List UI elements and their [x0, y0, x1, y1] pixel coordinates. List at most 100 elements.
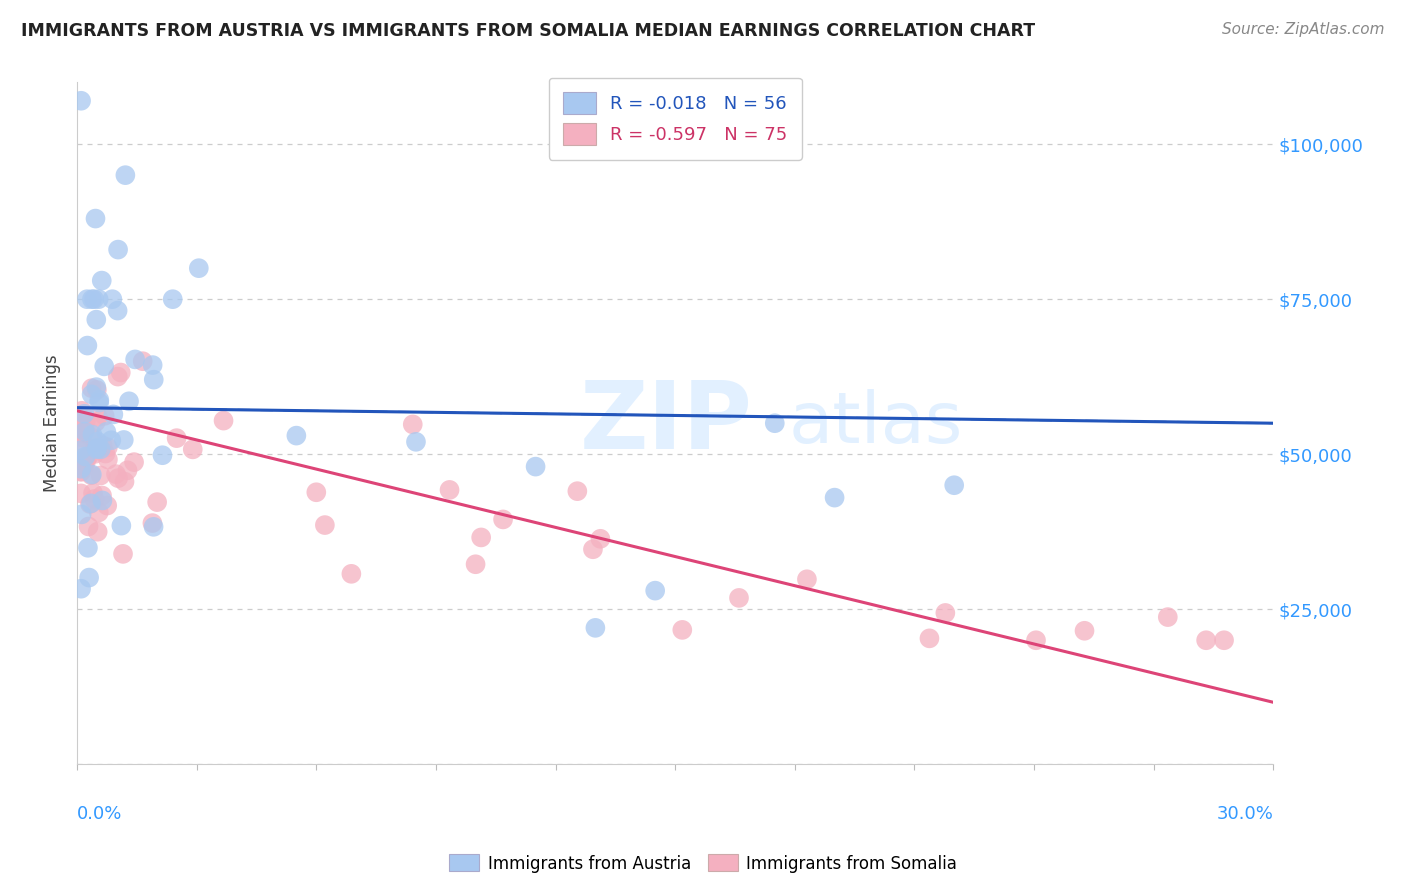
Point [84, 415, 107, 429]
Point [162, 292, 184, 306]
Text: atlas: atlas [789, 389, 963, 458]
Point [97, 440, 120, 454]
Point [75, 455, 97, 469]
Point [122, 455, 145, 469]
Point [166, 431, 188, 445]
Point [212, 414, 235, 428]
Point [464, 558, 486, 572]
Point [70, 404, 93, 418]
Point [112, 433, 135, 447]
Point [728, 591, 751, 605]
Point [644, 583, 666, 598]
Point [84, 442, 107, 456]
Point [76, 450, 98, 465]
Point [152, 448, 174, 462]
Point [1157, 610, 1180, 624]
Legend: R = -0.018   N = 56, R = -0.597   N = 75: R = -0.018 N = 56, R = -0.597 N = 75 [548, 78, 801, 160]
Point [75, 415, 97, 429]
Text: Source: ZipAtlas.com: Source: ZipAtlas.com [1222, 22, 1385, 37]
Point [70, 462, 93, 476]
Point [824, 491, 846, 505]
Point [80, 292, 103, 306]
Point [87, 409, 110, 424]
Point [141, 516, 163, 530]
Y-axis label: Median Earnings: Median Earnings [44, 354, 60, 492]
Point [70, 413, 93, 427]
Point [70, 430, 93, 444]
Point [142, 520, 165, 534]
Point [79, 497, 101, 511]
Point [86, 383, 108, 397]
Point [796, 572, 818, 586]
Point [117, 463, 139, 477]
Point [96, 425, 118, 439]
Point [79, 448, 101, 462]
Point [340, 566, 363, 581]
Point [72, 426, 94, 441]
Point [101, 292, 124, 306]
Point [80, 468, 103, 483]
Point [439, 483, 461, 497]
Point [131, 354, 153, 368]
Point [70, 94, 93, 108]
Point [75, 450, 97, 464]
Point [1073, 624, 1095, 638]
Point [76, 338, 98, 352]
Point [110, 518, 132, 533]
Point [70, 582, 93, 596]
Point [112, 547, 135, 561]
Point [70, 461, 93, 475]
Point [70, 454, 93, 468]
Text: IMMIGRANTS FROM AUSTRIA VS IMMIGRANTS FROM SOMALIA MEDIAN EARNINGS CORRELATION C: IMMIGRANTS FROM AUSTRIA VS IMMIGRANTS FR… [21, 22, 1035, 40]
Point [86, 380, 108, 394]
Point [114, 475, 136, 489]
Point [943, 478, 966, 492]
Point [142, 358, 165, 372]
Point [90, 468, 112, 483]
Point [70, 417, 93, 432]
Point [118, 394, 141, 409]
Point [103, 408, 125, 422]
Point [107, 471, 129, 485]
Point [84, 447, 107, 461]
Point [187, 261, 209, 276]
Point [77, 570, 100, 584]
Point [104, 467, 127, 482]
Point [82, 486, 104, 500]
Point [763, 416, 786, 430]
Point [70, 486, 93, 500]
Point [90, 274, 112, 288]
Point [1025, 633, 1047, 648]
Point [93, 359, 115, 374]
Point [181, 442, 204, 457]
Point [107, 369, 129, 384]
Point [77, 519, 100, 533]
Point [90, 442, 112, 457]
Point [70, 443, 93, 458]
Point [86, 441, 108, 455]
Point [89, 395, 111, 409]
Point [107, 303, 129, 318]
Legend: Immigrants from Austria, Immigrants from Somalia: Immigrants from Austria, Immigrants from… [443, 847, 963, 880]
Point [87, 292, 110, 306]
Point [87, 434, 110, 449]
Point [83, 491, 105, 506]
Point [80, 467, 103, 482]
Point [1213, 633, 1236, 648]
Point [110, 366, 132, 380]
Point [146, 495, 169, 509]
Point [86, 442, 108, 457]
Point [314, 518, 336, 533]
Point [87, 505, 110, 519]
Point [402, 417, 425, 432]
Point [91, 493, 114, 508]
Point [524, 459, 547, 474]
Point [918, 632, 941, 646]
Point [470, 530, 492, 544]
Point [80, 496, 103, 510]
Point [80, 381, 103, 395]
Point [86, 524, 108, 539]
Point [80, 431, 103, 445]
Point [73, 407, 96, 421]
Point [285, 428, 308, 442]
